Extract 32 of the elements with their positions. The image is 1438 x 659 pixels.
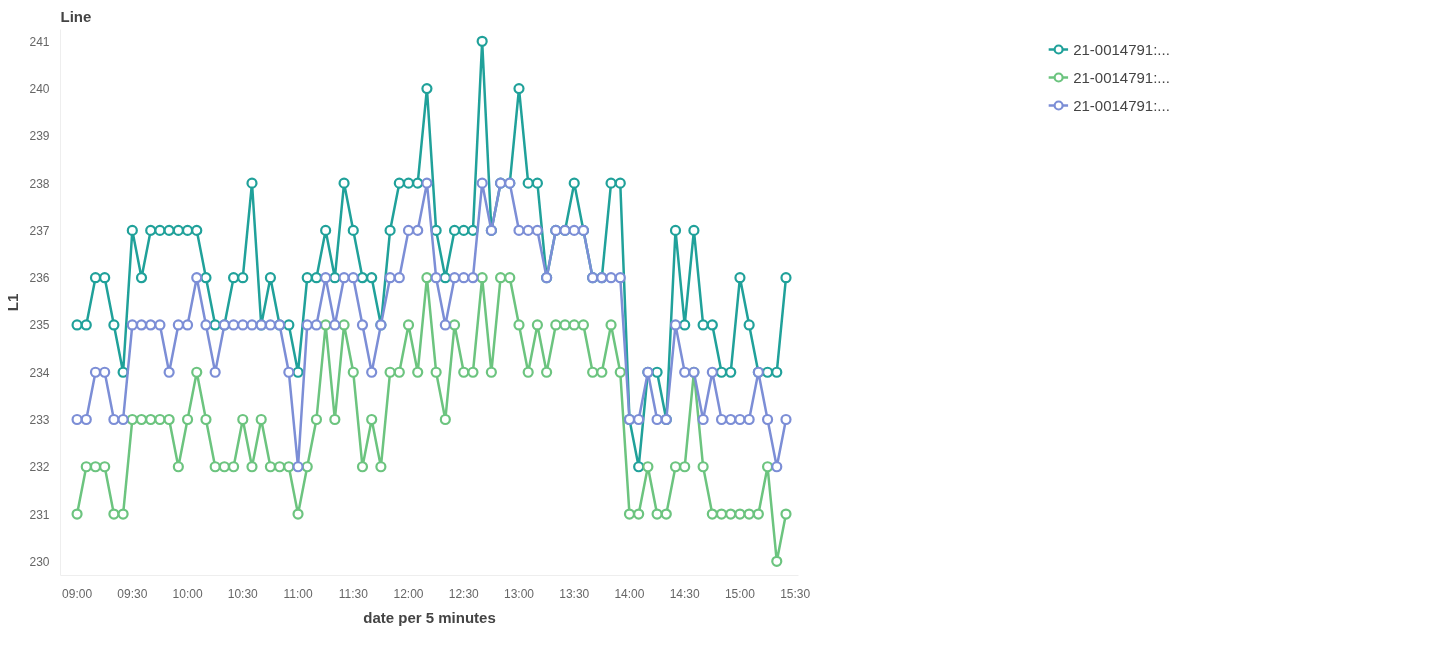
y-tick-label: 232 — [29, 460, 50, 475]
y-tick-label: 240 — [29, 82, 50, 97]
chart-title: Line — [60, 7, 92, 25]
y-tick-label: 231 — [29, 507, 50, 522]
x-tick-label: 11:00 — [283, 586, 313, 601]
y-tick-label: 234 — [29, 365, 50, 380]
legend-label: 21-0014791:... — [1073, 96, 1170, 114]
x-tick-label: 12:00 — [393, 586, 424, 601]
y-tick-label: 235 — [29, 318, 50, 333]
legend-label: 21-0014791:... — [1073, 68, 1170, 86]
y-tick-label: 230 — [29, 554, 50, 569]
legend-label: 21-0014791:... — [1073, 40, 1170, 58]
x-tick-label: 13:30 — [559, 586, 590, 601]
y-tick-label: 238 — [29, 176, 50, 191]
x-tick-label: 10:30 — [227, 586, 259, 601]
y-tick-label: 236 — [29, 271, 50, 286]
y-axis-title: L1 — [4, 293, 22, 312]
x-tick-label: 11:30 — [338, 586, 369, 601]
x-tick-label: 09:00 — [62, 586, 93, 601]
y-tick-label: 237 — [29, 223, 50, 238]
y-tick-label: 241 — [29, 34, 50, 49]
x-tick-label: 14:30 — [669, 586, 701, 601]
x-tick-label: 15:00 — [724, 586, 756, 601]
x-tick-label: 10:00 — [172, 586, 203, 601]
y-tick-label: 233 — [29, 413, 50, 427]
y-tick-label: 239 — [29, 129, 50, 144]
x-tick-label: 15:30 — [780, 586, 811, 601]
x-tick-label: 14:00 — [614, 586, 645, 601]
x-tick-label: 12:30 — [448, 586, 480, 601]
x-tick-label: 13:00 — [503, 586, 535, 601]
x-axis-title: date per 5 minutes — [363, 608, 496, 626]
x-tick-label: 09:30 — [117, 586, 148, 601]
